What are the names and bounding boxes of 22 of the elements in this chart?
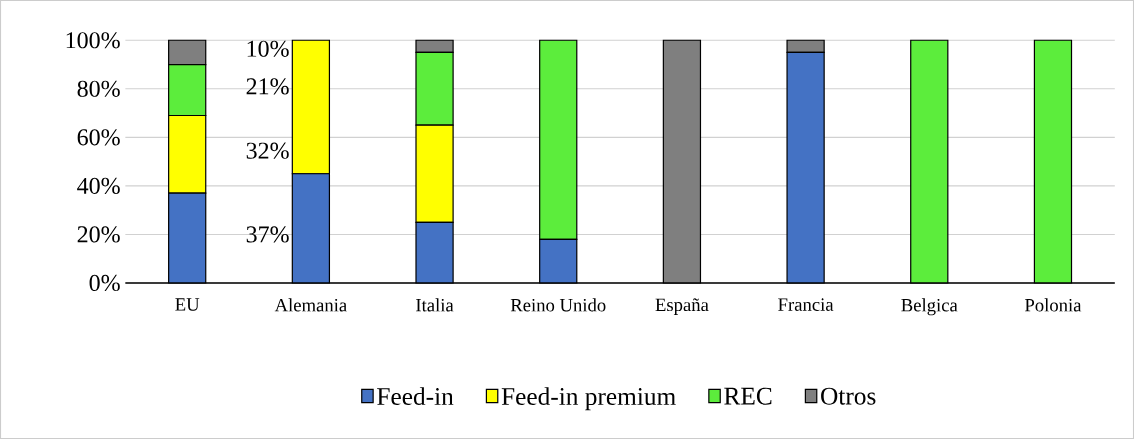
y-tick-label: 40%: [77, 177, 120, 195]
y-tick-label: 80%: [77, 80, 120, 97]
x-tick-label: Italia: [416, 298, 454, 312]
legend-label: Otros: [821, 387, 876, 405]
legend-label: Feed-in premium: [501, 387, 676, 411]
annotation: 10%: [247, 40, 289, 57]
x-tick-label: Francia: [778, 298, 834, 311]
legend-label: Feed-in: [377, 387, 454, 406]
x-tick-label: Belgica: [901, 298, 958, 316]
x-tick-label: Reino Unido: [510, 298, 606, 312]
x-tick-label: Polonia: [1024, 298, 1082, 312]
y-tick-label: 20%: [77, 226, 120, 243]
y-tick-label: 60%: [77, 129, 120, 146]
legend-label: REC: [724, 387, 772, 405]
y-tick-label: 100%: [66, 32, 120, 49]
y-tick-label: 0%: [89, 274, 120, 292]
x-tick-label: EU: [175, 298, 200, 311]
x-tick-label: Alemania: [274, 298, 347, 312]
annotation: 37%: [246, 226, 289, 243]
x-tick-label: España: [655, 298, 709, 315]
annotation: 32%: [246, 142, 289, 159]
annotation: 21%: [246, 78, 289, 95]
